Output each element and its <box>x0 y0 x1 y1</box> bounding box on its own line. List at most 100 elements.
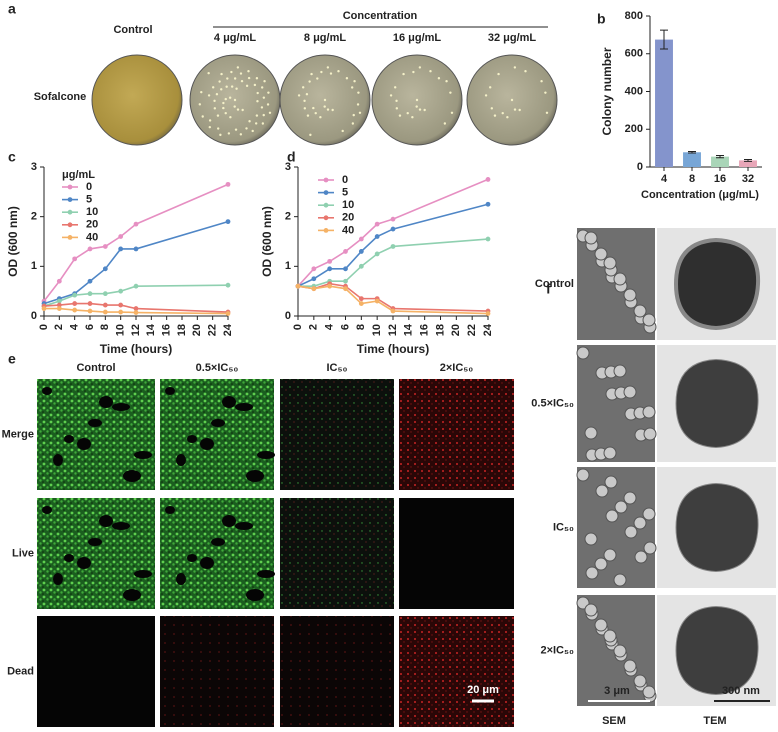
dose-label: 16 μg/mL <box>393 32 442 44</box>
void <box>64 554 74 562</box>
point <box>311 286 317 292</box>
colony <box>230 70 233 74</box>
x-tick-label: 20 <box>450 324 462 336</box>
cell <box>576 346 590 360</box>
colony <box>323 105 326 108</box>
colony <box>415 105 418 108</box>
colony <box>260 86 264 89</box>
bar <box>739 160 757 167</box>
void <box>64 435 74 443</box>
void <box>165 506 175 514</box>
micrograph <box>37 616 155 727</box>
x-tick-label: 14 <box>403 323 415 336</box>
colony <box>236 108 240 111</box>
colony <box>305 93 309 96</box>
row-label: 0.5×IC₅₀ <box>531 397 574 409</box>
void <box>88 419 102 427</box>
colony <box>352 113 355 117</box>
colony <box>445 80 448 83</box>
colony <box>207 94 211 97</box>
point <box>133 246 139 252</box>
colony <box>256 91 259 95</box>
y-tick-label: 800 <box>625 10 643 22</box>
micrograph <box>160 616 274 727</box>
y-tick-label: 1 <box>31 260 37 272</box>
legend-title: μg/mL <box>62 169 95 181</box>
cell <box>605 509 619 523</box>
legend-marker <box>67 209 73 215</box>
void <box>134 570 152 578</box>
x-axis-label: Time (hours) <box>357 342 429 356</box>
colony <box>200 90 203 94</box>
cell-body <box>673 237 761 331</box>
x-tick-label: 12 <box>130 324 142 336</box>
colony <box>224 111 227 115</box>
cell <box>603 548 617 562</box>
legend-label: 20 <box>342 212 354 224</box>
x-tick-label: 2 <box>308 324 320 330</box>
point <box>133 221 139 227</box>
point <box>390 308 396 314</box>
x-tick-label: 18 <box>176 324 188 336</box>
legend-label: 5 <box>86 194 92 206</box>
void <box>257 451 275 459</box>
series-line <box>297 203 489 287</box>
colony <box>268 111 272 114</box>
void <box>176 454 186 466</box>
point <box>56 298 62 304</box>
bar <box>711 156 729 167</box>
point <box>225 311 231 316</box>
legend-marker <box>67 197 73 203</box>
colony <box>260 106 264 109</box>
legend-label: 40 <box>86 231 98 243</box>
cell <box>613 272 627 286</box>
colony <box>261 122 265 125</box>
colony <box>213 107 217 110</box>
point <box>225 181 231 187</box>
colony <box>415 98 419 102</box>
point <box>374 234 380 239</box>
scale-bar-label: 3 μm <box>604 685 630 697</box>
legend-marker <box>323 215 329 221</box>
y-tick-label: 0 <box>285 310 291 322</box>
colony <box>393 86 397 89</box>
cell <box>643 541 657 555</box>
cell <box>642 313 656 327</box>
colony <box>312 106 315 110</box>
point <box>358 249 364 254</box>
colony <box>198 103 202 106</box>
x-tick-label: 16 <box>161 324 173 336</box>
point <box>87 291 93 297</box>
point <box>72 256 78 262</box>
y-tick-label: 1 <box>285 260 291 272</box>
colony <box>429 70 432 73</box>
point <box>225 282 231 288</box>
void <box>211 419 225 427</box>
void <box>246 589 264 601</box>
colony <box>395 99 398 103</box>
x-tick-label: 32 <box>742 173 754 185</box>
x-tick-label: 8 <box>689 173 695 185</box>
cell <box>594 618 608 632</box>
y-tick-label: 600 <box>625 48 643 60</box>
colony <box>319 116 322 119</box>
void <box>187 554 197 562</box>
point <box>118 302 124 308</box>
colony <box>215 93 219 96</box>
point <box>133 306 139 311</box>
panel-label: c <box>8 149 16 165</box>
column-label: TEM <box>703 715 726 727</box>
colony <box>513 66 517 69</box>
colony <box>222 106 225 110</box>
x-tick-label: 20 <box>191 324 203 336</box>
colony <box>224 97 227 101</box>
row-label: Control <box>535 278 574 290</box>
y-axis-label: Colony number <box>600 47 614 135</box>
point <box>327 258 333 264</box>
colony <box>450 111 454 114</box>
row-label: 2×IC₅₀ <box>540 644 574 656</box>
cell <box>623 491 637 505</box>
y-axis-label: OD (600 nm) <box>6 206 20 277</box>
colony <box>255 77 259 80</box>
colony <box>488 86 492 89</box>
